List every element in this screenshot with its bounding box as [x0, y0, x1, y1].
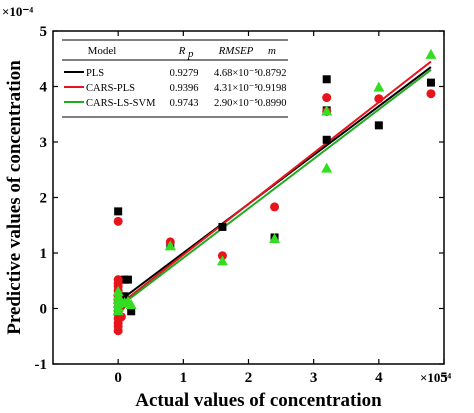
data-point-pls	[322, 75, 331, 84]
legend-row-rp: 0.9743	[170, 98, 199, 109]
y-tick-label: 3	[40, 135, 48, 151]
data-point-pls	[127, 307, 136, 316]
x-axis-label: Actual values of concentration	[135, 390, 382, 411]
x-tick-label: 5	[440, 370, 448, 386]
y-tick-label: 5	[40, 24, 48, 40]
x-tick-label: 2	[245, 370, 253, 386]
legend-header-m: m	[268, 45, 276, 57]
x-tick-label: 3	[310, 370, 318, 386]
legend-header-rmsep: RMSEP	[218, 45, 254, 57]
data-point-cars-pls	[113, 216, 123, 226]
data-point-cars-pls	[374, 94, 384, 104]
x-tick-label: 1	[180, 370, 188, 386]
data-point-cars-pls	[113, 326, 123, 336]
data-point-cars-pls	[270, 202, 280, 212]
y-tick-label: 1	[40, 246, 48, 262]
data-point-cars-pls	[322, 93, 332, 103]
legend-row-rmsep: 4.68×10⁻⁵	[214, 68, 258, 79]
data-point-pls	[374, 121, 383, 130]
data-point-pls	[218, 222, 227, 231]
legend-background	[62, 40, 288, 117]
plot-area: 0 1 2 3 4 5 -1 0 1 2 3 4 5	[35, 24, 448, 386]
data-point-pls	[123, 275, 132, 284]
y-tick-label: 4	[40, 80, 48, 96]
legend-header-rp-sub: p	[187, 48, 194, 60]
data-point-pls	[120, 292, 129, 301]
legend-row-m: 0.8792	[258, 68, 287, 79]
legend-row-rmsep: 4.31×10⁻⁵	[214, 83, 258, 94]
data-point-cars-ls-svm	[425, 48, 437, 59]
data-point-cars-ls-svm	[164, 240, 176, 251]
legend-row-model: PLS	[86, 68, 104, 79]
x-tick-label: 0	[114, 370, 122, 386]
legend-row-model: CARS-PLS	[86, 83, 135, 94]
data-point-pls	[322, 135, 331, 144]
x-axis-exponent: ×10⁻⁴	[420, 370, 451, 385]
data-point-cars-pls	[426, 89, 436, 99]
legend-row-rp: 0.9279	[170, 68, 199, 79]
y-tick-label: 0	[40, 302, 48, 318]
legend-row-rp: 0.9396	[170, 83, 199, 94]
data-point-cars-ls-svm	[321, 162, 333, 173]
data-point-pls	[114, 207, 123, 216]
legend-header-model: Model	[88, 45, 117, 57]
data-point-cars-ls-svm	[216, 255, 228, 266]
y-tick-label: 2	[40, 191, 48, 207]
data-point-cars-ls-svm	[269, 233, 281, 244]
data-point-cars-ls-svm	[321, 105, 333, 116]
legend-row-model: CARS-LS-SVM	[86, 98, 156, 109]
data-point-pls	[426, 78, 435, 87]
legend-header-rp: R	[178, 45, 186, 57]
legend-row-m: 0.9198	[258, 83, 287, 94]
legend-row-rmsep: 2.90×10⁻⁵	[214, 98, 258, 109]
y-axis-label: Predictive values of concentration	[4, 60, 25, 335]
y-tick-label: -1	[35, 357, 48, 373]
x-tick-label: 4	[375, 370, 383, 386]
data-point-cars-ls-svm	[125, 299, 137, 310]
legend-row-m: 0.8990	[258, 98, 287, 109]
data-point-cars-ls-svm	[112, 305, 124, 316]
fit-line-cars-ls-svm	[117, 69, 432, 309]
y-axis-exponent: ×10⁻⁴	[2, 4, 33, 19]
data-point-cars-ls-svm	[373, 81, 385, 92]
